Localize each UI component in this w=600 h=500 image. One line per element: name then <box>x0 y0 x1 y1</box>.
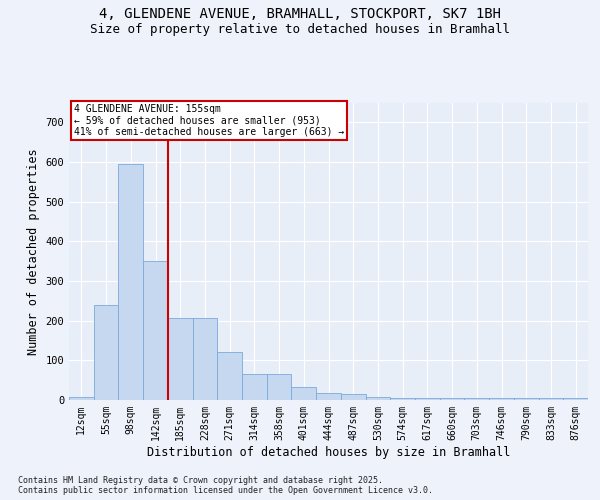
Bar <box>168 318 193 400</box>
Text: Size of property relative to detached houses in Bramhall: Size of property relative to detached ho… <box>90 22 510 36</box>
Bar <box>242 374 267 400</box>
Bar <box>365 397 390 400</box>
Bar <box>341 394 365 400</box>
Bar <box>69 397 94 400</box>
Bar <box>464 398 489 400</box>
Text: 4 GLENDENE AVENUE: 155sqm
← 59% of detached houses are smaller (953)
41% of semi: 4 GLENDENE AVENUE: 155sqm ← 59% of detac… <box>74 104 344 137</box>
Bar <box>143 261 168 400</box>
Bar <box>94 305 118 400</box>
Bar <box>563 398 588 400</box>
Bar <box>292 388 316 400</box>
Text: Contains HM Land Registry data © Crown copyright and database right 2025.
Contai: Contains HM Land Registry data © Crown c… <box>18 476 433 495</box>
Y-axis label: Number of detached properties: Number of detached properties <box>27 148 40 354</box>
Bar <box>489 398 514 400</box>
Bar <box>267 374 292 400</box>
X-axis label: Distribution of detached houses by size in Bramhall: Distribution of detached houses by size … <box>147 446 510 458</box>
Bar <box>415 398 440 400</box>
Bar <box>440 398 464 400</box>
Bar <box>217 352 242 400</box>
Bar <box>539 398 563 400</box>
Bar <box>316 393 341 400</box>
Bar <box>514 398 539 400</box>
Text: 4, GLENDENE AVENUE, BRAMHALL, STOCKPORT, SK7 1BH: 4, GLENDENE AVENUE, BRAMHALL, STOCKPORT,… <box>99 8 501 22</box>
Bar <box>118 164 143 400</box>
Bar <box>193 318 217 400</box>
Bar <box>390 398 415 400</box>
